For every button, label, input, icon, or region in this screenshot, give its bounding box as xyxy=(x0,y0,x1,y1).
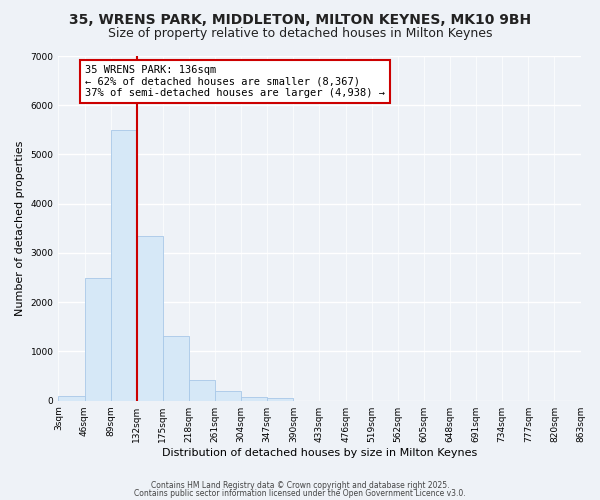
Bar xyxy=(215,391,241,400)
Y-axis label: Number of detached properties: Number of detached properties xyxy=(15,140,25,316)
Bar xyxy=(110,130,137,400)
Bar xyxy=(189,380,215,400)
Text: Contains public sector information licensed under the Open Government Licence v3: Contains public sector information licen… xyxy=(134,488,466,498)
Bar xyxy=(241,397,267,400)
Bar xyxy=(163,336,189,400)
Text: Size of property relative to detached houses in Milton Keynes: Size of property relative to detached ho… xyxy=(108,28,492,40)
Text: Contains HM Land Registry data © Crown copyright and database right 2025.: Contains HM Land Registry data © Crown c… xyxy=(151,481,449,490)
Bar xyxy=(85,278,110,400)
Text: 35 WRENS PARK: 136sqm
← 62% of detached houses are smaller (8,367)
37% of semi-d: 35 WRENS PARK: 136sqm ← 62% of detached … xyxy=(85,65,385,98)
Bar xyxy=(267,398,293,400)
Bar xyxy=(137,236,163,400)
X-axis label: Distribution of detached houses by size in Milton Keynes: Distribution of detached houses by size … xyxy=(162,448,477,458)
Text: 35, WRENS PARK, MIDDLETON, MILTON KEYNES, MK10 9BH: 35, WRENS PARK, MIDDLETON, MILTON KEYNES… xyxy=(69,12,531,26)
Bar xyxy=(58,396,85,400)
